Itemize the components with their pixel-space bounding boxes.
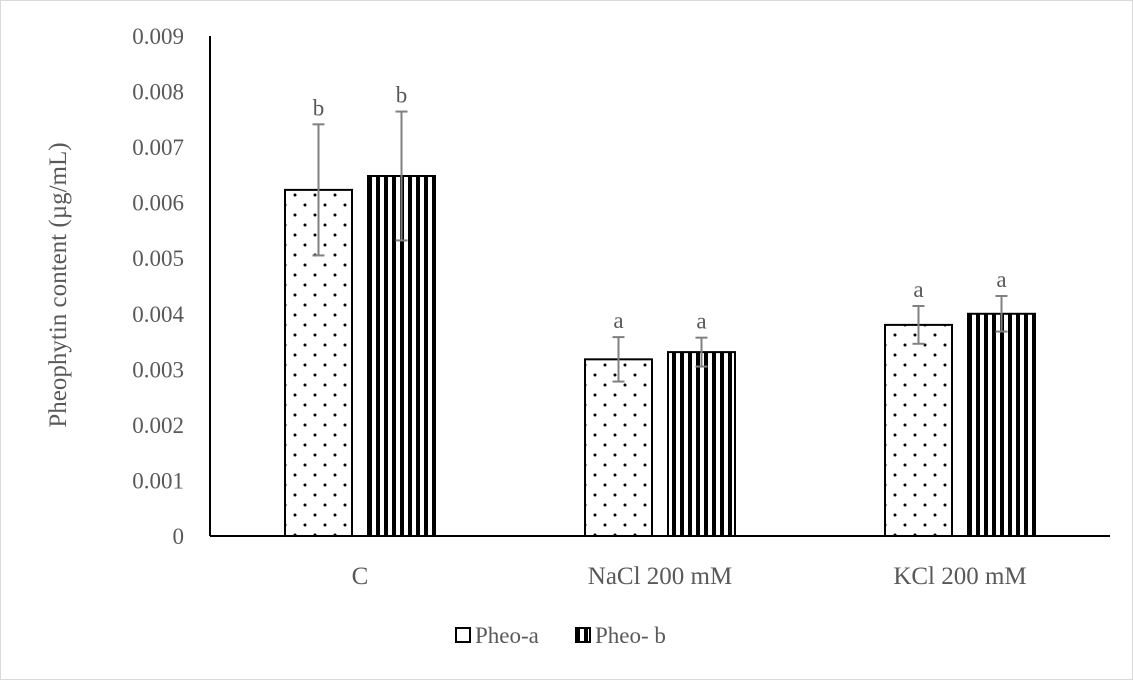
significance-label: b bbox=[313, 95, 325, 120]
y-tick-label: 0.006 bbox=[132, 191, 184, 216]
significance-label: a bbox=[613, 308, 623, 333]
legend-label: Pheo- b bbox=[595, 623, 666, 648]
legend-swatch-pheo-a bbox=[455, 627, 471, 643]
y-tick-label: 0 bbox=[173, 524, 185, 549]
bar-pheo-a bbox=[584, 358, 653, 538]
bar-pheo-b bbox=[967, 312, 1036, 537]
bars: b b a a a a bbox=[284, 83, 1036, 538]
y-axis: 0 0.001 0.002 0.003 0.004 0.005 0.006 0.007 0.00… bbox=[132, 24, 211, 549]
y-tick-label: 0.007 bbox=[132, 135, 184, 160]
legend-swatch-pheo-b bbox=[575, 627, 591, 643]
x-category-label: C bbox=[352, 563, 369, 590]
x-category-label: NaCl 200 mM bbox=[588, 563, 732, 590]
y-tick-label: 0.004 bbox=[132, 302, 184, 327]
y-tick-label: 0.001 bbox=[132, 468, 184, 493]
bar-pheo-b bbox=[667, 351, 736, 537]
significance-label: a bbox=[913, 277, 923, 302]
bar-pheo-a bbox=[884, 323, 953, 537]
significance-label: a bbox=[996, 267, 1006, 292]
y-tick-label: 0.009 bbox=[132, 24, 184, 49]
y-tick-label: 0.008 bbox=[132, 80, 184, 105]
significance-label: b bbox=[396, 83, 408, 108]
x-axis: C NaCl 200 mM KCl 200 mM bbox=[210, 535, 1110, 590]
legend: Pheo-a Pheo- b bbox=[455, 623, 666, 648]
legend-label: Pheo-a bbox=[475, 623, 539, 648]
x-category-label: KCl 200 mM bbox=[893, 563, 1026, 590]
y-tick-label: 0.005 bbox=[132, 246, 184, 271]
y-tick-label: 0.003 bbox=[132, 357, 184, 382]
significance-label: a bbox=[696, 309, 706, 334]
y-axis-title: Pheophytin content (µg/mL) bbox=[45, 142, 72, 427]
y-tick-label: 0.002 bbox=[132, 413, 184, 438]
